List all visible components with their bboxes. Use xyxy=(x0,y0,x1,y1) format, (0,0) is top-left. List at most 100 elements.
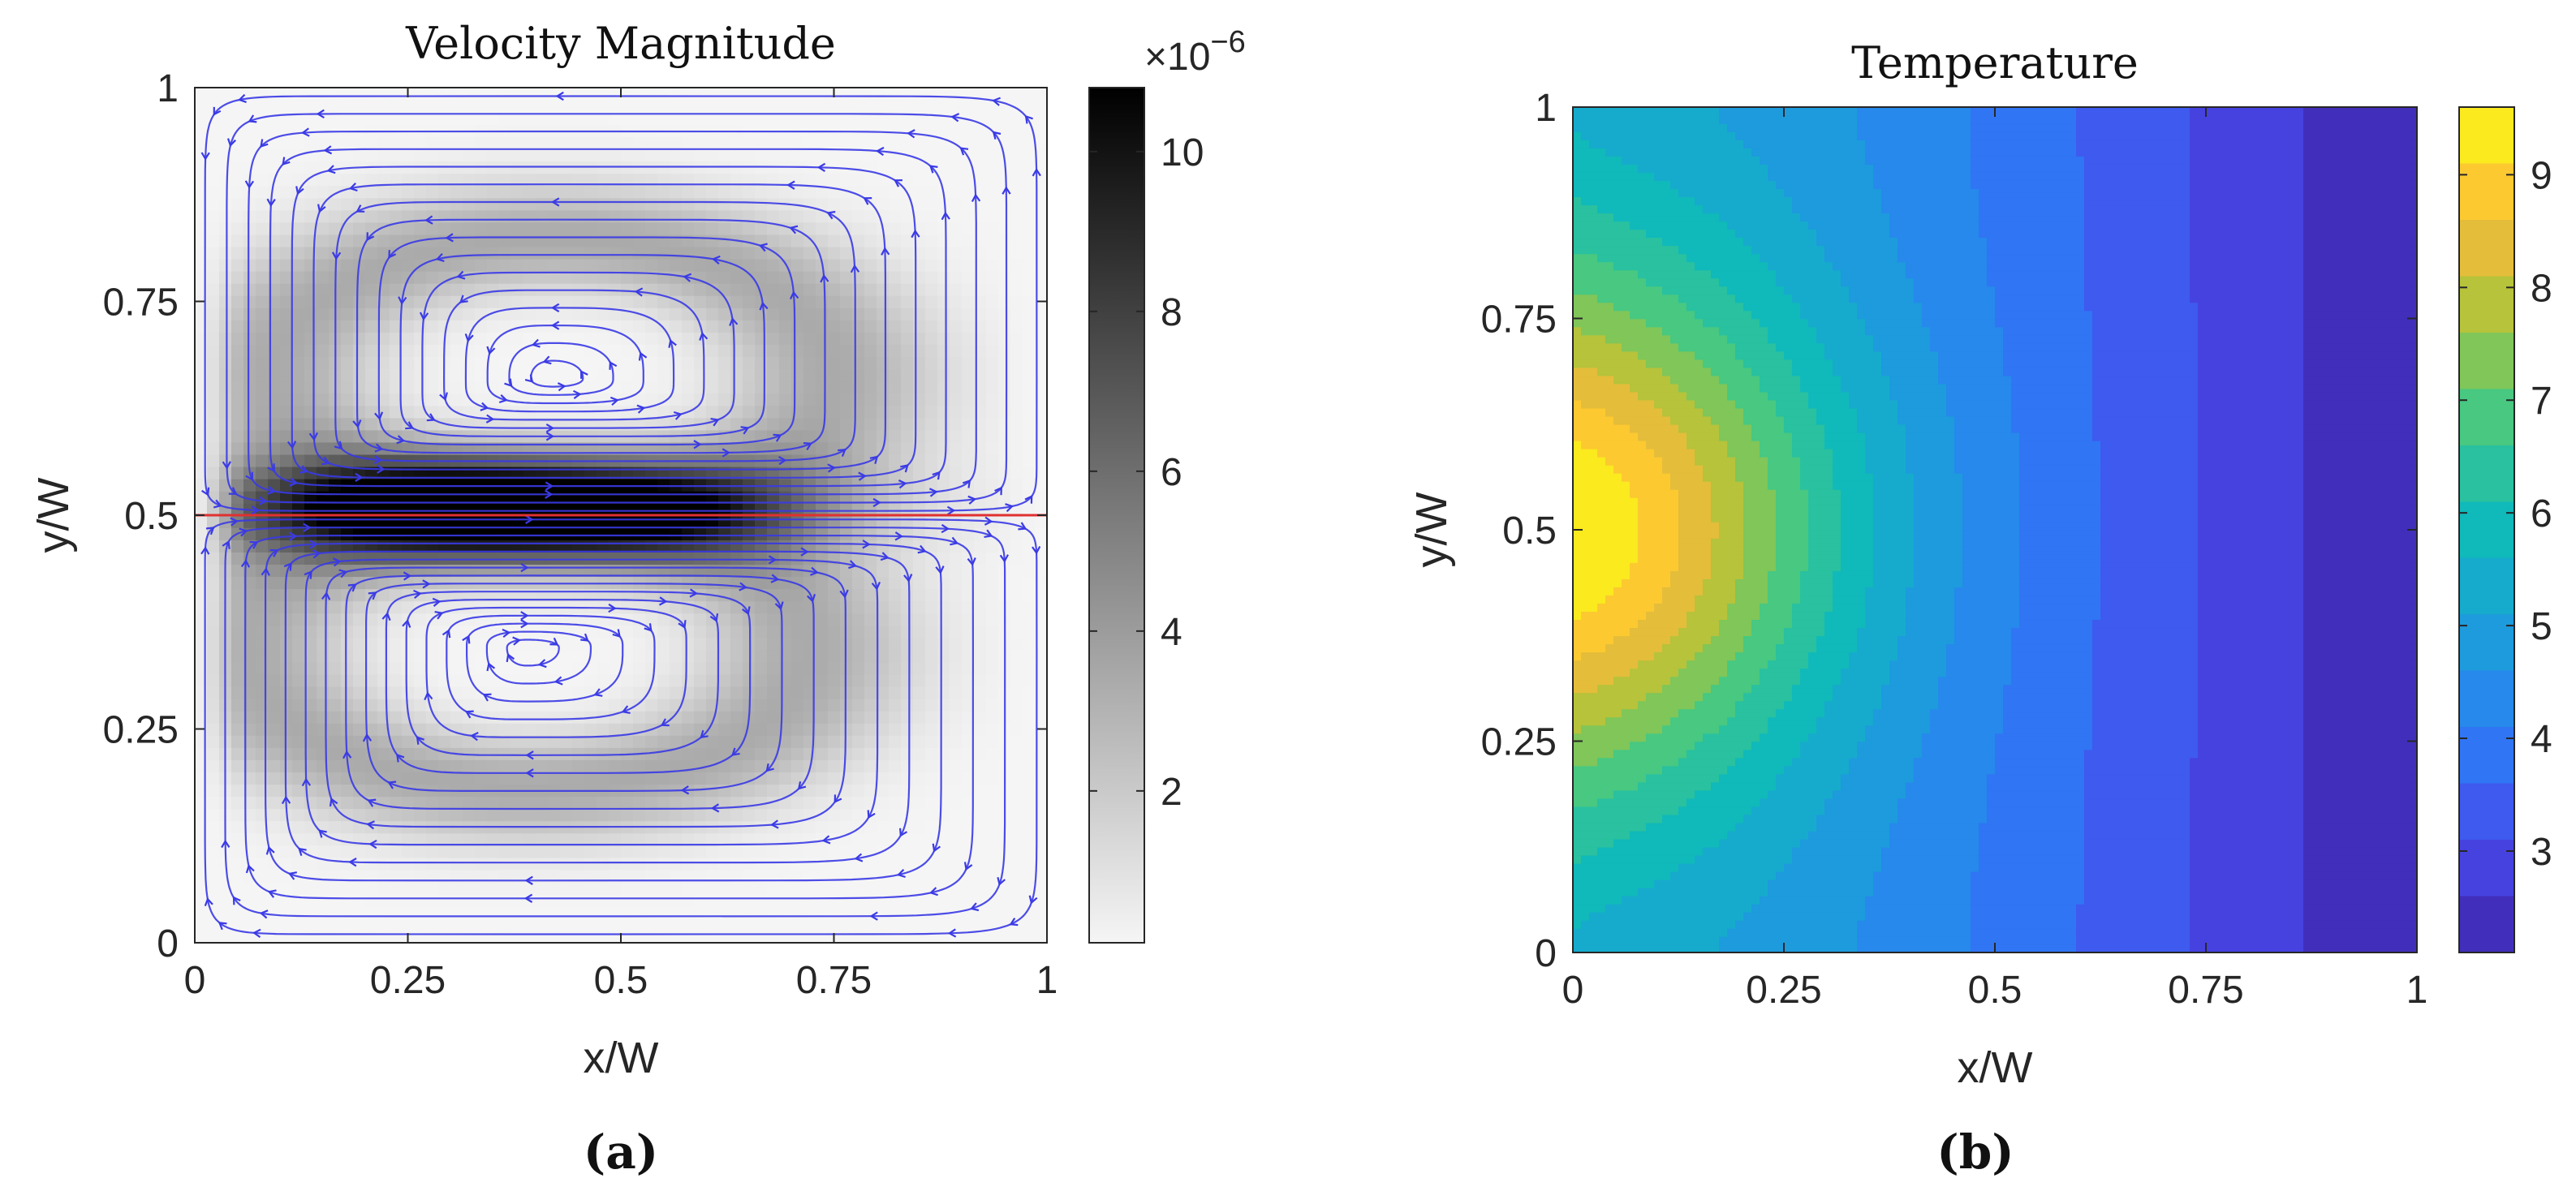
streamline-arrow xyxy=(228,487,238,495)
chart-b-x-tick-label: 0.75 xyxy=(2168,969,2243,1012)
streamline-arrow xyxy=(612,629,621,638)
streamline-arrow xyxy=(283,562,292,571)
streamline-arrow xyxy=(550,303,560,313)
streamline xyxy=(355,218,826,454)
streamline xyxy=(226,113,1008,504)
chart-a: Velocity Magnitude 0 0.25 0.5 0.75 1 0 0.25 0.… xyxy=(29,18,1246,1180)
streamline-arrow xyxy=(308,432,318,441)
streamline-arrow xyxy=(1002,186,1011,195)
streamline-arrow xyxy=(348,858,357,867)
chart-b-colorbar-tick-label: 3 xyxy=(2531,831,2552,874)
streamline-arrow xyxy=(880,552,890,561)
streamline-arrow xyxy=(381,612,391,621)
chart-b-colorbar-tick-label: 8 xyxy=(2531,267,2552,310)
streamline-arrow xyxy=(545,432,555,441)
streamline-arrow xyxy=(352,419,362,428)
streamline-arrow xyxy=(668,338,677,348)
chart-b-y-tick-label: 0.75 xyxy=(1481,299,1557,342)
chart-a-colorbar xyxy=(1088,87,1145,944)
streamline-arrow xyxy=(424,691,433,701)
streamline-arrow xyxy=(555,91,564,101)
streamline-arrow xyxy=(941,211,950,221)
streamline xyxy=(365,583,783,792)
chart-a-colorbar-tick-label: 6 xyxy=(1161,451,1182,494)
streamline-arrow xyxy=(871,581,881,591)
chart-a-x-tick-label: 0.5 xyxy=(594,959,648,1002)
streamline-arrow xyxy=(898,479,907,489)
chart-b-colorbar-tick-label: 9 xyxy=(2531,154,2552,197)
streamline-arrow xyxy=(419,312,429,321)
streamline xyxy=(244,534,974,900)
chart-a-y-tick-label: 0 xyxy=(157,922,179,965)
chart-b: Temperature 0 0.25 0.5 0.75 1 00.250.50.751 … xyxy=(1407,37,2552,1180)
streamline-arrow xyxy=(1028,895,1038,905)
streamline-arrow xyxy=(768,555,778,565)
streamline-arrow xyxy=(387,780,397,789)
streamline-arrow xyxy=(838,449,846,458)
streamline-arrow xyxy=(722,448,731,458)
streamline-arrow xyxy=(984,529,993,538)
chart-b-y-tick-label: 0.25 xyxy=(1481,721,1557,764)
streamline xyxy=(464,307,675,413)
streamline-arrow xyxy=(249,540,259,549)
streamline-arrow xyxy=(550,320,560,330)
streamline-arrow xyxy=(251,505,261,515)
chart-a-colorbar-tick-label: 4 xyxy=(1161,611,1182,654)
streamline xyxy=(345,574,815,811)
chart-a-x-tick-label: 0.25 xyxy=(370,959,446,1002)
streamline-arrow xyxy=(456,270,466,280)
chart-a-x-tick-label: 0 xyxy=(184,959,206,1002)
streamline-arrow xyxy=(658,596,668,606)
chart-b-colorbar xyxy=(2458,106,2515,953)
streamline-arrow xyxy=(213,106,222,116)
streamline-arrow xyxy=(967,495,977,505)
streamline-arrow xyxy=(1005,503,1014,513)
streamline-arrow xyxy=(789,225,799,234)
streamline-arrow xyxy=(470,732,479,742)
streamline-arrow xyxy=(894,531,903,541)
streamline-arrow xyxy=(790,290,799,300)
streamline-arrow xyxy=(827,463,837,473)
streamline-arrow xyxy=(850,264,860,273)
streamline-arrow xyxy=(579,370,588,379)
streamline-arrow xyxy=(374,411,384,421)
streamline-arrow xyxy=(903,574,913,583)
streamline-arrow xyxy=(525,768,534,778)
streamline-arrow xyxy=(970,902,980,912)
streamline-arrow xyxy=(524,875,533,885)
streamline-arrow xyxy=(329,798,338,807)
streamline-arrow xyxy=(542,355,552,365)
streamline-arrow xyxy=(261,567,270,576)
streamline-arrow xyxy=(424,215,433,225)
streamline-arrow xyxy=(267,463,275,473)
streamline-arrow xyxy=(265,845,275,855)
streamline-arrow xyxy=(422,579,431,589)
chart-a-colorbar-exponent: ×10−6 xyxy=(1144,25,1246,79)
streamline-arrow xyxy=(928,165,938,174)
streamline-arrow xyxy=(907,129,915,139)
streamline-arrow xyxy=(238,93,247,103)
streamline-arrow xyxy=(317,204,326,213)
streamline-arrow xyxy=(608,603,617,613)
chart-a-y-label: y/W xyxy=(29,477,78,553)
streamline-arrow xyxy=(947,928,957,938)
streamline-arrow xyxy=(413,589,422,600)
streamline-arrow xyxy=(962,479,971,488)
streamline-arrow xyxy=(778,455,787,466)
streamline-arrow xyxy=(333,557,342,567)
streamline xyxy=(247,130,977,496)
streamline-arrow xyxy=(221,839,230,849)
chart-b-x-tick-label: 0.25 xyxy=(1746,969,1821,1012)
streamline-arrow xyxy=(816,162,826,173)
chart-b-colorbar-tick-label: 7 xyxy=(2531,380,2552,423)
streamline-arrow xyxy=(267,889,277,898)
chart-a-colorbar-tick-label: 10 xyxy=(1161,131,1204,174)
streamline-arrow xyxy=(545,423,555,433)
streamline xyxy=(325,566,847,828)
streamline xyxy=(377,236,796,446)
streamline-arrow xyxy=(402,619,411,628)
chart-b-title: Temperature xyxy=(1851,37,2139,88)
chart-b-x-tick-label: 1 xyxy=(2406,969,2428,1012)
chart-b-x-label: x/W xyxy=(1958,1043,2033,1092)
streamline-arrow xyxy=(506,653,515,663)
